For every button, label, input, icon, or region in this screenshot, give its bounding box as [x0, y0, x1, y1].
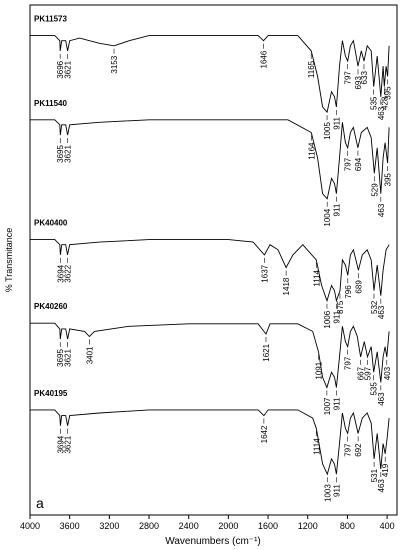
peak-label: 3621 [64, 435, 73, 453]
peak-label: 1646 [259, 50, 268, 68]
peak-label: 419 [381, 463, 390, 477]
peak-label: 529 [370, 183, 379, 197]
peak-label: 911 [332, 310, 341, 323]
peak-label: 531 [370, 468, 379, 482]
peak-label: 796 [344, 285, 353, 299]
x-tick-label: 3200 [99, 521, 119, 531]
peak-label: 797 [344, 71, 353, 85]
peak-label: 3621 [64, 348, 73, 366]
peak-label: 797 [344, 356, 353, 370]
x-tick-label: 1600 [258, 521, 278, 531]
x-tick-label: 4000 [20, 521, 40, 531]
peak-label: 535 [370, 382, 379, 396]
peak-label: 428 [380, 96, 389, 110]
peak-label: 463 [377, 479, 386, 493]
peak-label: 1007 [323, 397, 332, 415]
peak-label: 395 [384, 86, 393, 100]
x-axis-label: Wavenumbers (cm⁻¹) [165, 536, 260, 547]
peak-label: 3694 [56, 264, 65, 282]
series-label: PK40195 [34, 389, 68, 398]
spectrum-line [30, 35, 390, 114]
peak-label: 597 [364, 366, 373, 380]
peak-label: 463 [377, 305, 386, 319]
series-label: PK40400 [34, 219, 68, 228]
peak-label: 1642 [260, 425, 269, 443]
peak-label: 667 [357, 366, 366, 380]
peak-label: 3694 [56, 435, 65, 453]
peak-label: 797 [344, 157, 353, 171]
spectrum-line [30, 322, 390, 389]
peak-label: 1091 [315, 361, 324, 379]
peak-label: 3695 [56, 144, 65, 162]
peak-label: 1006 [323, 310, 332, 328]
spectrum-line [30, 239, 390, 303]
peak-label: 532 [370, 300, 379, 314]
peak-label: 3695 [56, 348, 65, 366]
peak-label: 689 [354, 280, 363, 294]
peak-label: 463 [377, 106, 386, 120]
x-tick-label: 800 [340, 521, 355, 531]
peak-label: 1164 [307, 142, 316, 160]
peak-label: 3153 [110, 55, 119, 73]
peak-label: 797 [344, 443, 353, 457]
peak-label: 535 [370, 96, 379, 110]
plot-frame [29, 4, 398, 516]
peak-label: 3621 [64, 60, 73, 78]
peak-label: 463 [377, 203, 386, 217]
peak-label: 694 [354, 157, 363, 171]
peak-label: 1114 [312, 269, 321, 286]
x-tick-label: 2000 [218, 521, 238, 531]
peak-label: 1418 [282, 277, 291, 295]
peak-label: 911 [332, 397, 341, 410]
peak-label: 1621 [262, 343, 271, 361]
series-label: PK11573 [34, 15, 67, 24]
panel-label: a [36, 495, 44, 511]
peak-label: 1637 [260, 264, 269, 282]
peak-label: 463 [377, 392, 386, 406]
peak-label: 3696 [56, 60, 65, 78]
peak-label: 3621 [64, 144, 73, 162]
peak-label: 1004 [323, 208, 332, 226]
peak-label: 633 [360, 71, 369, 85]
peak-label: 1005 [323, 122, 332, 140]
peak-label: 403 [383, 366, 392, 380]
y-axis-label: % Transmitance [4, 228, 14, 293]
x-tick-label: 2800 [139, 521, 159, 531]
spectrum-line [30, 409, 390, 476]
peak-label: 3622 [63, 264, 72, 282]
x-tick-label: 400 [380, 521, 395, 531]
x-tick-label: 2400 [179, 521, 199, 531]
peak-label: 1165 [307, 60, 316, 78]
peak-label: 911 [332, 484, 341, 497]
peak-label: 911 [332, 116, 341, 129]
peak-label: 693 [354, 76, 363, 90]
x-tick-label: 1200 [298, 521, 318, 531]
peak-label: 1003 [323, 484, 332, 502]
peak-label: 692 [354, 443, 363, 457]
peak-label: 395 [384, 173, 393, 187]
peak-label: 875 [336, 300, 345, 314]
peak-label: 1114 [312, 438, 321, 455]
peak-label: 911 [332, 203, 341, 216]
spectrum-line [30, 119, 390, 200]
peak-label: 3401 [85, 346, 94, 364]
x-tick-label: 3600 [60, 521, 80, 531]
series-label: PK40260 [34, 302, 68, 311]
series-label: PK11540 [34, 99, 67, 108]
